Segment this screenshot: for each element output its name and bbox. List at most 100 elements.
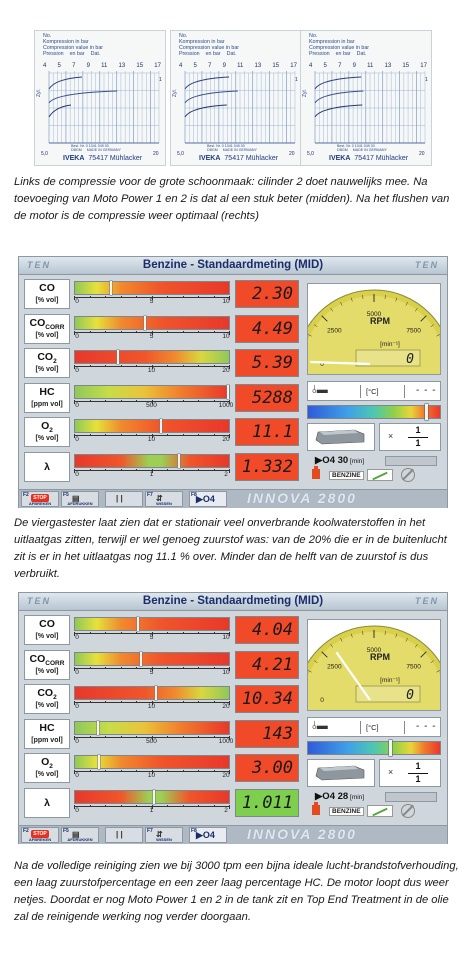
gas-axis-label: 0 bbox=[75, 668, 79, 676]
function-key-f7[interactable]: F7 ⇵ WISSEN bbox=[145, 827, 183, 843]
rpm-tick-label: 0 bbox=[320, 361, 324, 368]
card-scale-label: 5 bbox=[57, 63, 61, 69]
gas-axis-label: 500 bbox=[146, 737, 157, 745]
gas-unit: [% vol] bbox=[35, 435, 59, 443]
gas-axis-tick bbox=[167, 399, 168, 402]
engine-icon bbox=[315, 765, 365, 781]
gas-axis-tick bbox=[213, 735, 215, 738]
gas-axis: 0 5 10 bbox=[74, 330, 230, 341]
function-key-f8[interactable]: F8 ▶O4 bbox=[189, 491, 227, 507]
function-key-code: F8 bbox=[191, 492, 197, 498]
gas-axis-tick bbox=[229, 701, 230, 706]
ten-logo: TEN bbox=[27, 596, 51, 606]
rpm-tick bbox=[362, 294, 364, 299]
temperature-color-bar bbox=[307, 404, 441, 420]
gas-axis-tick bbox=[74, 701, 75, 706]
gas-axis-tick bbox=[136, 770, 137, 773]
rpm-unit: RPM bbox=[370, 316, 390, 326]
gas-axis-tick bbox=[120, 701, 122, 704]
gas-value: 3.00 bbox=[235, 754, 299, 783]
rpm-readout-box bbox=[355, 685, 421, 703]
function-key-f8[interactable]: F8 ▶O4 bbox=[189, 827, 227, 843]
gas-axis-label: 5 bbox=[149, 298, 154, 305]
gas-level-bar bbox=[74, 384, 230, 399]
function-key-pause[interactable]: | | bbox=[105, 827, 143, 843]
function-key-label: AFDRUKKEN bbox=[67, 837, 93, 842]
gas-axis-tick bbox=[213, 770, 215, 773]
gas-axis-label: 5 bbox=[149, 668, 154, 676]
rpm-tick bbox=[420, 315, 427, 322]
card-brand-name: IVEKA bbox=[329, 155, 351, 162]
gas-axis-tick bbox=[198, 330, 199, 333]
gas-name: COCORR bbox=[29, 652, 65, 667]
card-brand-name: IVEKA bbox=[63, 155, 85, 162]
rpm-tick bbox=[414, 643, 418, 648]
rpm-tick bbox=[395, 633, 398, 638]
card-grid bbox=[48, 71, 160, 144]
compression-trace bbox=[184, 90, 238, 104]
card-scale-label: 11 bbox=[367, 63, 374, 69]
function-key-pause[interactable]: | | bbox=[105, 491, 143, 507]
gas-axis-tick bbox=[136, 632, 137, 634]
card-brand-place: 75417 Mühlacker bbox=[354, 155, 409, 162]
gas-axis-tick bbox=[167, 666, 168, 669]
cylinder-ratio-box[interactable]: × 1 1 bbox=[379, 423, 441, 451]
rpm-tick bbox=[414, 307, 418, 312]
gas-axis-tick bbox=[74, 365, 75, 370]
rpm-readout-value: 0 bbox=[406, 688, 414, 703]
gas-axis-tick bbox=[136, 434, 137, 437]
panel-title-bar: TEN Benzine - Standaardmeting (MID) TEN bbox=[19, 257, 447, 275]
timer-progress-bar bbox=[385, 456, 437, 466]
card-grid bbox=[184, 71, 296, 144]
gas-axis-tick bbox=[120, 770, 122, 773]
function-key-icon: STOP bbox=[31, 494, 49, 502]
rpm-tick-label: 5000 bbox=[367, 311, 382, 318]
gas-axis: 0 10 20 bbox=[74, 365, 230, 375]
rpm-readout-box bbox=[355, 349, 421, 367]
card-scale-label: 4 bbox=[179, 63, 183, 69]
gas-axis-tick bbox=[89, 469, 91, 471]
gas-axis-tick bbox=[167, 805, 168, 807]
gas-axis-tick bbox=[198, 365, 199, 368]
function-key-f7[interactable]: F7 ⇵ WISSEN bbox=[145, 491, 183, 507]
function-key-f2[interactable]: F2 STOP AFBREKEN bbox=[21, 491, 59, 507]
card-header-text: No. bbox=[43, 33, 52, 39]
rpm-dial: 025005000750010000RPM[min⁻¹]0 bbox=[295, 289, 453, 447]
card-axis-label: Zyl. bbox=[172, 88, 178, 97]
timer-minutes: 28 bbox=[337, 791, 349, 802]
timer-value: ▶O4 28 [min] bbox=[315, 791, 365, 802]
card-axis-left: 5,0 bbox=[41, 151, 48, 157]
gas-level-bar bbox=[74, 454, 230, 468]
card-footer-text: DBGM bbox=[71, 148, 82, 153]
engine-selector-box[interactable] bbox=[307, 759, 375, 787]
timer-minutes: 30 bbox=[337, 455, 349, 466]
function-key-f5[interactable]: F5 ▤ AFDRUKKEN bbox=[61, 491, 99, 507]
temperature-color-bar bbox=[307, 740, 441, 756]
function-key-f5[interactable]: F5 ▤ AFDRUKKEN bbox=[61, 827, 99, 843]
gas-axis-tick bbox=[74, 632, 75, 636]
gas-axis-tick bbox=[74, 770, 75, 775]
edit-icon[interactable] bbox=[367, 805, 393, 817]
gas-axis-tick bbox=[229, 770, 230, 775]
gas-axis: 0 5 10 bbox=[74, 666, 230, 677]
engine-selector-box[interactable] bbox=[307, 423, 375, 451]
card-footer-text: Best. Nr. 0 1041 049 00 bbox=[71, 144, 109, 148]
card-scale: 4 5 7 9 11 13 15 17 bbox=[309, 63, 427, 69]
cylinder-ratio-box[interactable]: × 1 1 bbox=[379, 759, 441, 787]
gas-axis-tick bbox=[182, 666, 184, 669]
fuel-pump-icon bbox=[312, 466, 320, 479]
gas-name: HC bbox=[39, 721, 55, 734]
gas-axis-label: 0 bbox=[75, 471, 79, 478]
ratio-numerator: 1 bbox=[415, 761, 421, 771]
edit-icon[interactable] bbox=[367, 469, 393, 481]
function-key-f2[interactable]: F2 STOP AFBREKEN bbox=[21, 827, 59, 843]
gas-axis-label: 500 bbox=[146, 401, 157, 409]
rpm-tick bbox=[436, 670, 441, 673]
compression-trace bbox=[184, 104, 227, 118]
function-key-bar: F2 STOP AFBREKEN F5 ▤ AFDRUKKEN | | F7 ⇵ WISSEN F8… bbox=[19, 489, 447, 508]
card-header-text: Kompression in bar bbox=[309, 39, 355, 45]
gas-level-marker bbox=[110, 281, 113, 295]
gas-axis-tick bbox=[89, 330, 91, 333]
function-key-code: F7 bbox=[147, 828, 153, 834]
card-scale-label: 5 bbox=[193, 63, 197, 69]
